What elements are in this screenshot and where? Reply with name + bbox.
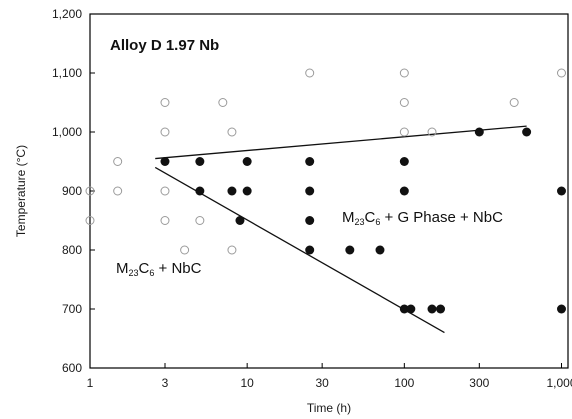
y-tick-label: 900: [62, 184, 82, 198]
filled-data-point: [195, 186, 205, 196]
x-tick-label: 3: [162, 376, 169, 390]
filled-data-point: [305, 186, 315, 196]
filled-data-point: [345, 245, 355, 255]
y-tick-label: 1,200: [52, 7, 82, 21]
open-data-point: [160, 127, 170, 137]
region-label-lower: M23C6 + NbC: [116, 260, 202, 278]
open-data-point: [85, 216, 95, 225]
plot-area-frame: [89, 13, 569, 369]
filled-data-point: [556, 186, 566, 196]
x-tick-label: 300: [469, 376, 489, 390]
subscript-part: 6: [375, 217, 380, 227]
x-tick-label: 100: [394, 376, 414, 390]
label-part: M: [116, 260, 129, 277]
filled-data-point: [556, 304, 566, 314]
open-data-point: [113, 157, 123, 166]
subscript-part: 23: [355, 217, 365, 227]
open-data-point: [160, 98, 170, 107]
x-tick-label: 1,000: [546, 376, 572, 390]
filled-data-point: [195, 157, 205, 166]
open-data-point: [160, 186, 170, 196]
filled-data-point: [522, 127, 532, 137]
open-data-point: [180, 245, 190, 255]
open-data-point: [218, 98, 228, 107]
y-tick-label: 600: [62, 361, 82, 375]
filled-data-point: [474, 127, 484, 137]
phase-boundary-line: [155, 125, 527, 160]
filled-data-point: [427, 304, 437, 314]
open-data-point: [85, 186, 95, 196]
phase-boundary-lines: [154, 125, 527, 334]
subscript-part: 6: [149, 268, 154, 278]
open-data-point: [305, 68, 315, 78]
alloy-label: Alloy D 1.97 Nb: [110, 37, 219, 54]
filled-data-point: [399, 157, 409, 166]
open-data-point: [113, 186, 123, 196]
filled-data-point: [406, 304, 416, 314]
open-data-point: [160, 216, 170, 225]
y-tick-label: 700: [62, 302, 82, 316]
open-data-point: [509, 98, 519, 107]
y-axis-ticks: 600 700 800 900 1,000 1,100 1,200: [52, 7, 95, 375]
subscript-part: 23: [129, 268, 139, 278]
label-part: + G Phase + NbC: [380, 209, 503, 226]
filled-data-point: [305, 157, 315, 166]
x-tick-label: 30: [315, 376, 329, 390]
y-tick-label: 1,100: [52, 66, 82, 80]
open-data-point: [399, 98, 409, 107]
region-label-upper: M23C6 + G Phase + NbC: [342, 209, 503, 227]
x-tick-label: 10: [240, 376, 254, 390]
y-tick-label: 800: [62, 243, 82, 257]
open-data-point: [227, 245, 237, 255]
y-axis-title: Temperature (°C): [14, 145, 28, 237]
filled-data-point: [375, 245, 385, 255]
filled-data-point: [235, 216, 245, 225]
x-tick-label: 1: [87, 376, 94, 390]
open-data-point: [195, 216, 205, 225]
x-axis-ticks: 1 3 10 30 100 300 1,000: [87, 363, 572, 390]
y-tick-label: 1,000: [52, 125, 82, 139]
open-data-point: [427, 127, 437, 137]
filled-data-point: [399, 304, 409, 314]
filled-data-point: [227, 186, 237, 196]
label-part: C: [139, 260, 150, 277]
label-part: + NbC: [154, 260, 201, 277]
data-points: [85, 68, 566, 314]
open-data-point: [556, 68, 566, 78]
filled-data-point: [242, 157, 252, 166]
open-data-point: [399, 68, 409, 78]
filled-data-point: [242, 186, 252, 196]
x-axis-title: Time (h): [307, 401, 351, 415]
phase-boundary-line: [154, 166, 445, 334]
filled-data-point: [399, 186, 409, 196]
filled-data-point: [160, 157, 170, 166]
filled-data-point: [305, 245, 315, 255]
label-part: C: [365, 209, 376, 226]
filled-data-point: [305, 216, 315, 225]
open-data-point: [399, 127, 409, 137]
label-part: M: [342, 209, 355, 226]
filled-data-point: [436, 304, 446, 314]
open-data-point: [227, 127, 237, 137]
